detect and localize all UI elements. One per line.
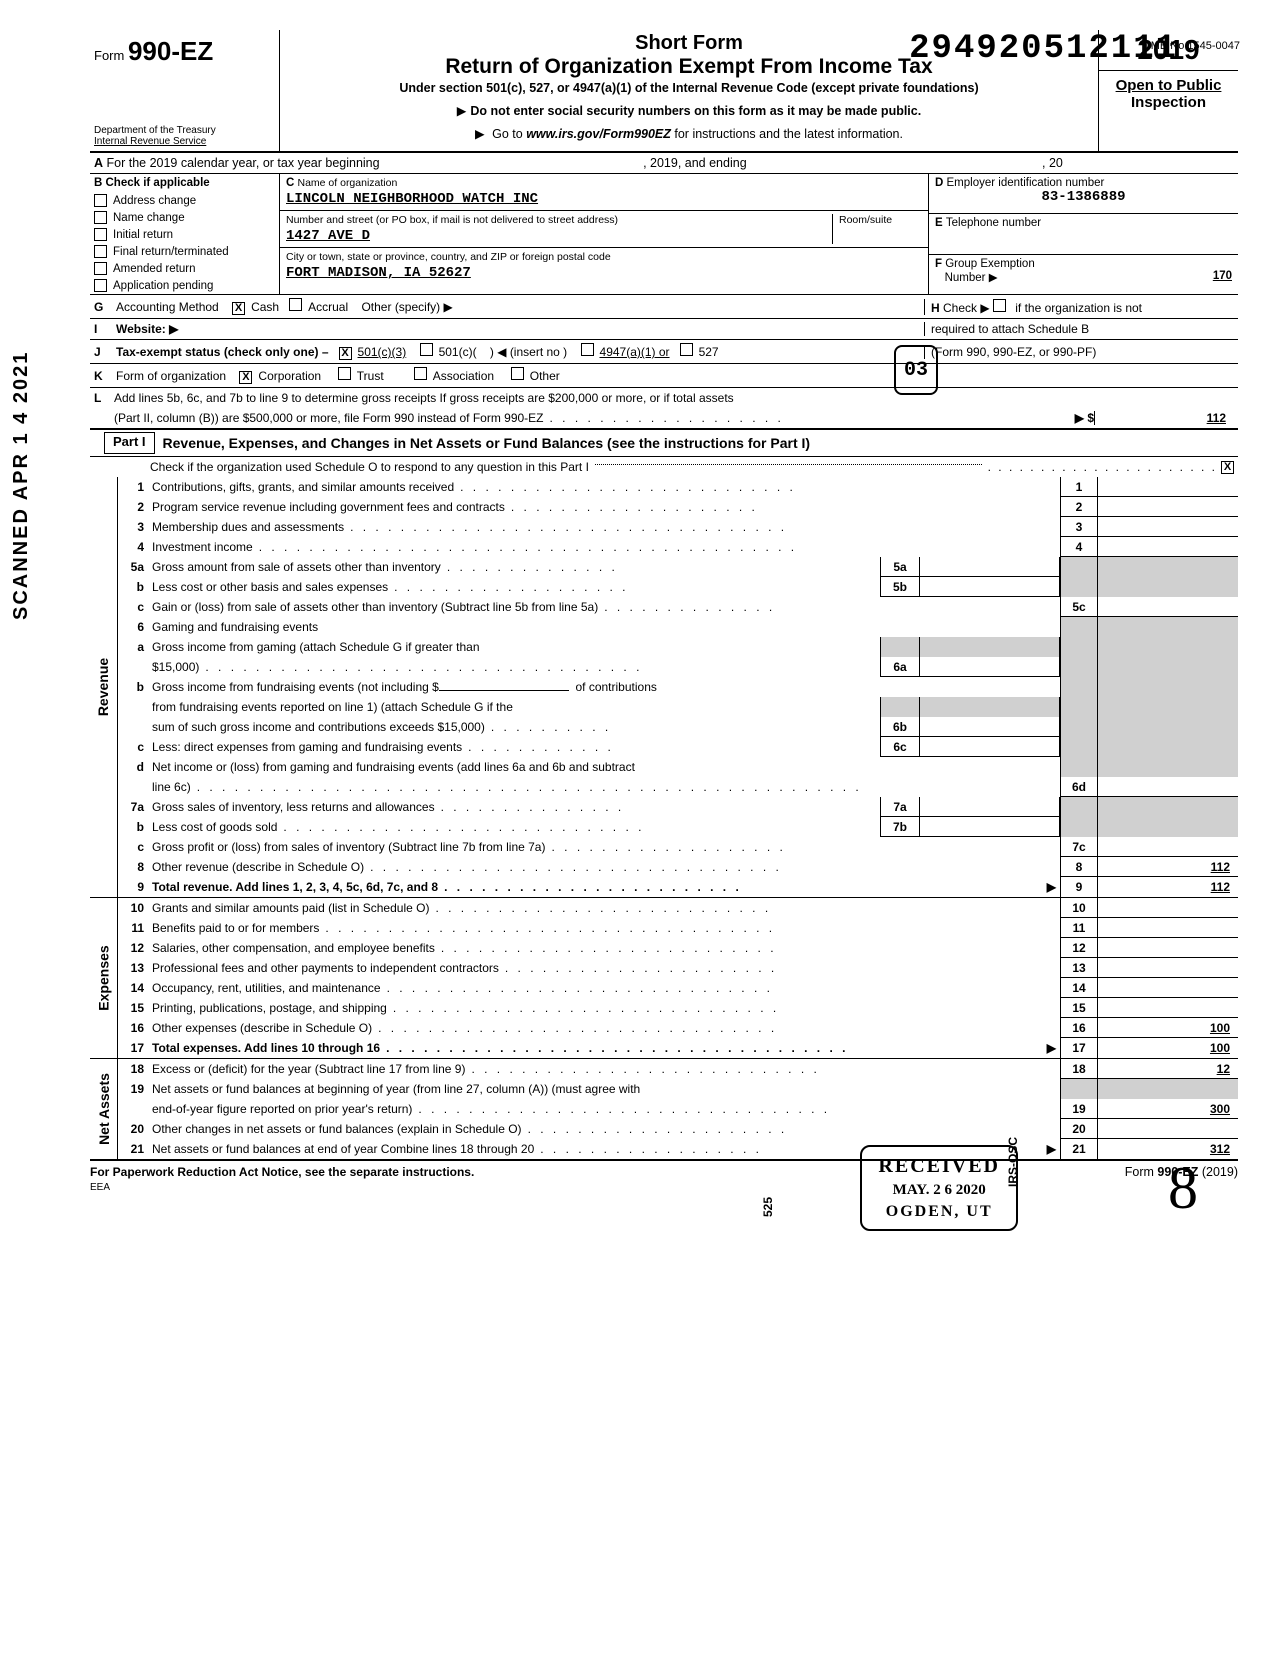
- footer-eea: EEA: [90, 1182, 110, 1193]
- expenses-section: Expenses 10Grants and similar amounts pa…: [90, 898, 1238, 1059]
- revenue-label: Revenue: [96, 658, 112, 716]
- netassets-section: Net Assets 18Excess or (deficit) for the…: [90, 1059, 1238, 1160]
- row-l-line1: LAdd lines 5b, 6c, and 7b to line 9 to d…: [90, 388, 1238, 408]
- chk-application-pending[interactable]: Application pending: [90, 277, 279, 294]
- row-i-website: I Website: ▶ required to attach Schedule…: [90, 319, 1238, 340]
- stamp-525: 525: [761, 1197, 775, 1217]
- group-exemption-value: 170: [1213, 270, 1232, 282]
- g-label: Accounting Method: [116, 300, 219, 314]
- c-addr-label: Number and street (or PO box, if mail is…: [286, 214, 832, 226]
- chk-initial-return[interactable]: Initial return: [90, 226, 279, 243]
- open-public: Open to Public Inspection: [1099, 71, 1238, 117]
- ein-value: 83-1386889: [935, 189, 1232, 205]
- part-i-header: Part I Revenue, Expenses, and Changes in…: [90, 429, 1238, 457]
- instr-url: ▶ Go to www.irs.gov/Form990EZ for instru…: [286, 126, 1092, 141]
- chk-other-org[interactable]: [511, 367, 524, 380]
- chk-527[interactable]: [680, 343, 693, 356]
- f-group-label: Group Exemption: [945, 258, 1035, 270]
- netassets-label: Net Assets: [96, 1073, 112, 1145]
- part-i-title: Revenue, Expenses, and Changes in Net As…: [155, 430, 1238, 456]
- form-number: Form 990-EZ: [94, 36, 271, 67]
- form-no-big: 990-EZ: [128, 36, 213, 66]
- row-j-tax-status: J Tax-exempt status (check only one) – X…: [90, 340, 1238, 364]
- stamp-irs-osc: IRS-OSC: [1006, 1137, 1020, 1187]
- dept-irs: Internal Revenue Service: [94, 136, 271, 147]
- row-g-accounting: G Accounting Method XCash Accrual Other …: [90, 295, 1238, 319]
- expenses-label: Expenses: [96, 945, 112, 1010]
- row-k-form-org: K Form of organization XCorporation Trus…: [90, 364, 1238, 388]
- identity-block: B Check if applicable Address change Nam…: [90, 174, 1238, 295]
- department: Department of the Treasury Internal Reve…: [94, 125, 271, 147]
- dept-treasury: Department of the Treasury: [94, 125, 271, 136]
- row-l-line2: (Part II, column (B)) are $500,000 or mo…: [90, 408, 1238, 429]
- c-name-label: Name of organization: [298, 177, 398, 189]
- org-name: LINCOLN NEIGHBORHOOD WATCH INC: [286, 191, 922, 207]
- badge-03: 03: [894, 345, 938, 395]
- d-ein-label: Employer identification number: [947, 177, 1105, 189]
- chk-501c[interactable]: [420, 343, 433, 356]
- footer-paperwork: For Paperwork Reduction Act Notice, see …: [90, 1165, 474, 1179]
- chk-association[interactable]: [414, 367, 427, 380]
- subtitle: Under section 501(c), 527, or 4947(a)(1)…: [286, 81, 1092, 95]
- chk-cash[interactable]: X: [232, 302, 245, 315]
- form-prefix: Form: [94, 48, 124, 63]
- omb-number: OMB No 1545-0047: [1142, 40, 1240, 52]
- signature-mark: 8: [1168, 1154, 1198, 1223]
- chk-amended-return[interactable]: Amended return: [90, 260, 279, 277]
- instr-ssn: ▶Do not enter social security numbers on…: [286, 103, 1092, 118]
- part-i-sub: Check if the organization used Schedule …: [90, 457, 1238, 477]
- dln-number: 294920512111: [909, 30, 1178, 68]
- b-header: Check if applicable: [106, 177, 210, 189]
- row-a-taxyear: A For the 2019 calendar year, or tax yea…: [90, 153, 1238, 174]
- e-phone-label: Telephone number: [946, 217, 1041, 229]
- room-suite-label: Room/suite: [832, 214, 922, 244]
- chk-name-change[interactable]: Name change: [90, 209, 279, 226]
- chk-corporation[interactable]: X: [239, 371, 252, 384]
- f-number-label: Number ▶: [945, 272, 998, 284]
- chk-h[interactable]: [993, 299, 1006, 312]
- chk-accrual[interactable]: [289, 298, 302, 311]
- l-gross-receipts: 112: [1094, 411, 1234, 425]
- c-city-label: City or town, state or province, country…: [286, 251, 922, 263]
- chk-address-change[interactable]: Address change: [90, 192, 279, 209]
- part-i-tab: Part I: [104, 432, 155, 454]
- page-footer: For Paperwork Reduction Act Notice, see …: [90, 1160, 1238, 1193]
- revenue-section: Revenue 1Contributions, gifts, grants, a…: [90, 477, 1238, 898]
- org-address: 1427 AVE D: [286, 228, 832, 244]
- scanned-watermark: SCANNED APR 1 4 2021: [10, 351, 33, 620]
- chk-schedule-o[interactable]: X: [1221, 461, 1234, 474]
- org-city: FORT MADISON, IA 52627: [286, 265, 922, 281]
- chk-501c3[interactable]: X: [339, 347, 352, 360]
- chk-4947[interactable]: [581, 343, 594, 356]
- chk-trust[interactable]: [338, 367, 351, 380]
- chk-final-return[interactable]: Final return/terminated: [90, 243, 279, 260]
- received-stamp: RECEIVED MAY. 2 6 2020 OGDEN, UT: [860, 1145, 1018, 1231]
